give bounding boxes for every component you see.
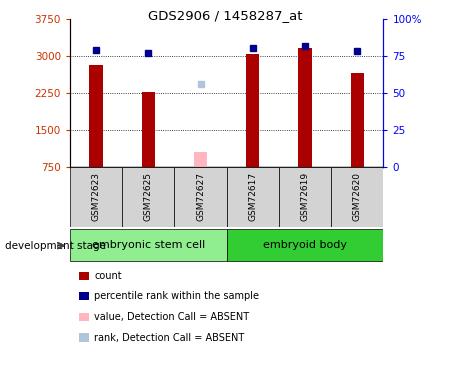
Text: GSM72619: GSM72619 — [300, 172, 309, 221]
Bar — [89, 64, 102, 167]
Text: GSM72625: GSM72625 — [144, 172, 153, 221]
Bar — [70, 229, 226, 261]
Text: percentile rank within the sample: percentile rank within the sample — [94, 291, 259, 301]
Bar — [331, 167, 383, 227]
Text: GDS2906 / 1458287_at: GDS2906 / 1458287_at — [148, 9, 303, 22]
Text: GSM72627: GSM72627 — [196, 172, 205, 221]
Text: GSM72623: GSM72623 — [92, 172, 101, 221]
Bar — [122, 167, 175, 227]
Bar — [194, 152, 207, 167]
Bar — [226, 229, 383, 261]
Bar — [279, 167, 331, 227]
Text: GSM72620: GSM72620 — [353, 172, 362, 221]
Bar — [226, 167, 279, 227]
Text: rank, Detection Call = ABSENT: rank, Detection Call = ABSENT — [94, 333, 244, 342]
Text: GSM72617: GSM72617 — [248, 172, 257, 221]
Bar — [175, 167, 226, 227]
Text: count: count — [94, 271, 122, 280]
Bar — [299, 48, 312, 167]
Bar — [70, 167, 122, 227]
Text: value, Detection Call = ABSENT: value, Detection Call = ABSENT — [94, 312, 249, 322]
Text: embryonic stem cell: embryonic stem cell — [92, 240, 205, 250]
Text: development stage: development stage — [5, 241, 106, 250]
Bar — [142, 92, 155, 167]
Bar — [351, 73, 364, 167]
Bar — [246, 54, 259, 167]
Text: embryoid body: embryoid body — [263, 240, 347, 250]
